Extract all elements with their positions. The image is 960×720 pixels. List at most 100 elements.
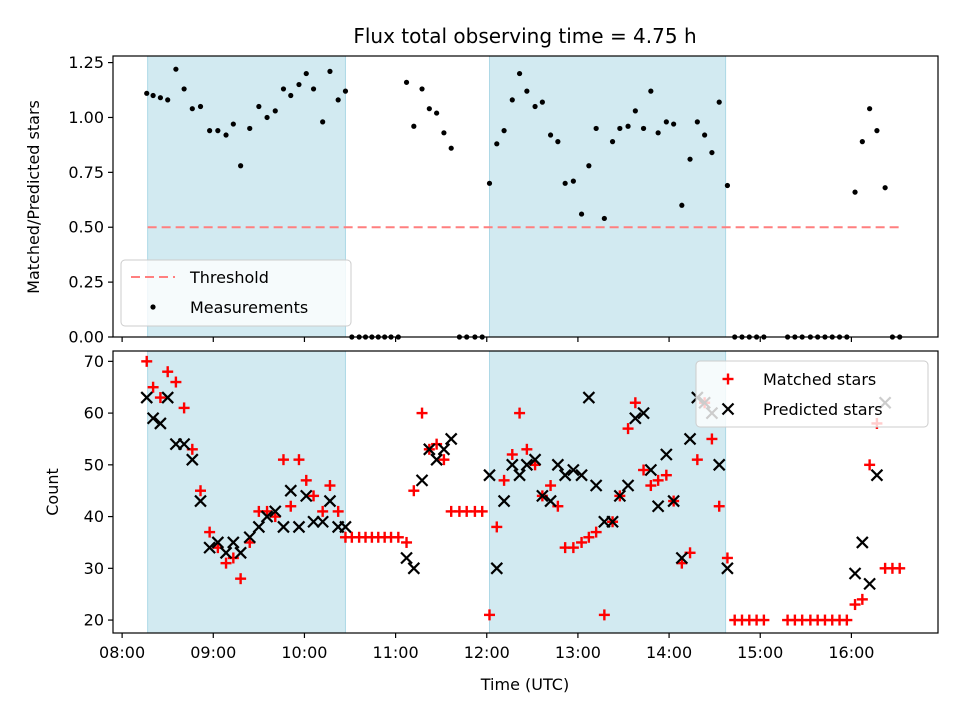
top-y-tick-label: 0.00: [68, 328, 104, 347]
measurement-point: [197, 103, 204, 110]
predicted-star-point: [490, 562, 504, 575]
matched-star-point: [598, 609, 610, 621]
predicted-star-point: [667, 494, 680, 508]
predicted-star-point: [260, 510, 274, 523]
matched-star-point: [293, 454, 305, 466]
matched-star-point: [300, 474, 312, 486]
measurement-point: [578, 211, 585, 217]
measurement-point: [516, 70, 523, 77]
matched-star-point: [332, 505, 344, 517]
predicted-star-point: [154, 417, 167, 430]
predicted-star-point: [644, 463, 658, 477]
top-legend-box: [120, 259, 352, 327]
measurement-point: [189, 106, 195, 112]
measurement-point: [593, 125, 599, 132]
matched-star-point: [590, 526, 602, 538]
predicted-star-point: [194, 494, 207, 508]
predicted-star-point: [292, 520, 306, 534]
measurement-point: [320, 119, 326, 125]
predicted-star-point: [400, 551, 413, 565]
measurement-point: [181, 86, 187, 92]
measurement-point: [272, 108, 278, 114]
legend-predicted-label: Predicted stars: [763, 400, 883, 419]
matched-star-point: [147, 381, 159, 393]
top-y-tick-label: 0.25: [68, 273, 104, 292]
measurement-point: [709, 149, 715, 156]
predicted-star-point: [544, 494, 557, 508]
matched-star-point: [285, 500, 297, 512]
matched-star-point: [277, 454, 289, 466]
measurement-point: [303, 70, 309, 77]
legend-matched-swatch: [722, 373, 734, 385]
matched-star-point: [162, 366, 174, 378]
top-axes-frame: [112, 55, 939, 338]
measurement-point: [494, 141, 500, 147]
bottom-y-tick-label: 70: [84, 352, 104, 371]
measurement-point: [296, 81, 302, 88]
matched-star-point: [521, 443, 533, 455]
measurement-point: [570, 178, 576, 184]
bottom-y-tick-label: 60: [84, 404, 104, 423]
top-y-tick-label: 1.25: [68, 53, 104, 72]
predicted-star-point: [863, 577, 876, 591]
predicted-star-point: [856, 536, 869, 549]
measurement-point: [702, 132, 708, 138]
measurement-point: [562, 180, 568, 186]
predicted-star-point: [613, 489, 627, 503]
matched-star-point: [204, 526, 216, 538]
measurement-points: [144, 66, 903, 340]
predicted-star-point: [252, 520, 266, 534]
bottom-panel: 20 30 40 50 60 70 08:00 09:00 10:00 11:00 12:00 13…: [43, 350, 939, 694]
top-y-tick-label: 1.00: [68, 108, 104, 127]
measurement-point: [555, 139, 561, 145]
measurement-point: [609, 139, 616, 145]
measurement-point: [663, 119, 669, 125]
measurement-point: [852, 189, 858, 195]
predicted-star-point: [660, 448, 673, 461]
measurement-point: [342, 88, 349, 94]
matched-star-point: [622, 423, 634, 435]
matched-star-point: [645, 480, 657, 492]
bottom-shaded-intervals: [147, 350, 727, 634]
predicted-star-point: [582, 391, 596, 404]
bottom-legend-box: [695, 360, 929, 428]
shaded-interval: [488, 55, 727, 338]
measurement-point: [223, 132, 229, 138]
predicted-star-point: [589, 479, 603, 492]
matched-star-point: [491, 521, 503, 533]
matched-star-point: [894, 562, 906, 574]
legend-matched-marker: [722, 373, 734, 385]
measurement-point: [874, 128, 880, 134]
matched-star-point: [392, 531, 404, 543]
bottom-y-tick-label: 50: [84, 455, 104, 474]
measurement-point: [655, 130, 661, 136]
predicted-star-point: [219, 546, 233, 560]
measurement-point: [509, 97, 515, 103]
predicted-star-point: [277, 520, 290, 534]
matched-star-point: [195, 485, 207, 497]
matched-star-point: [141, 355, 153, 367]
legend-measurements-swatch: [150, 304, 156, 310]
matched-star-point: [506, 448, 518, 460]
measurement-point: [694, 119, 700, 125]
matched-star-point: [408, 485, 420, 497]
measurement-point: [247, 125, 253, 132]
bottom-legend: Matched stars Predicted stars: [695, 360, 929, 428]
matched-star-point: [324, 480, 336, 492]
matched-star-point: [220, 557, 232, 569]
matched-star-point: [308, 490, 320, 502]
legend-predicted-marker: [721, 402, 735, 416]
top-x-ticks: [121, 337, 852, 342]
matched-star-point: [864, 459, 876, 471]
measurement-point: [230, 121, 236, 127]
matched-star-point: [660, 469, 672, 481]
top-y-axis-label: Matched/Predicted stars: [24, 100, 43, 294]
predicted-star-point: [606, 515, 619, 529]
measurement-point: [335, 97, 341, 103]
x-tick-label: 12:00: [464, 643, 510, 662]
x-tick-label: 16:00: [828, 643, 874, 662]
predicted-star-point: [284, 484, 298, 497]
bottom-axes-frame: [112, 350, 939, 634]
matched-star-point: [401, 536, 413, 548]
